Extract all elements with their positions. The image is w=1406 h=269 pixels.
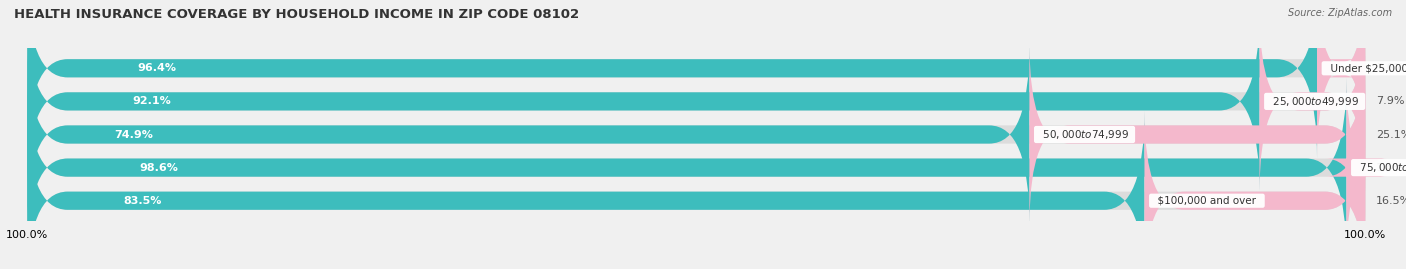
Text: 92.1%: 92.1% bbox=[132, 96, 172, 107]
Text: 83.5%: 83.5% bbox=[124, 196, 162, 206]
Text: 96.4%: 96.4% bbox=[138, 63, 176, 73]
Text: 3.6%: 3.6% bbox=[1376, 63, 1405, 73]
FancyBboxPatch shape bbox=[28, 0, 1317, 158]
FancyBboxPatch shape bbox=[1317, 0, 1365, 158]
FancyBboxPatch shape bbox=[28, 77, 1347, 258]
FancyBboxPatch shape bbox=[28, 44, 1029, 225]
Text: $25,000 to $49,999: $25,000 to $49,999 bbox=[1267, 95, 1364, 108]
Text: $100,000 and over: $100,000 and over bbox=[1152, 196, 1263, 206]
Text: 25.1%: 25.1% bbox=[1376, 129, 1406, 140]
FancyBboxPatch shape bbox=[28, 111, 1144, 269]
FancyBboxPatch shape bbox=[28, 11, 1365, 192]
Text: $75,000 to $99,999: $75,000 to $99,999 bbox=[1353, 161, 1406, 174]
Text: Source: ZipAtlas.com: Source: ZipAtlas.com bbox=[1288, 8, 1392, 18]
Text: Under $25,000: Under $25,000 bbox=[1323, 63, 1406, 73]
Text: 74.9%: 74.9% bbox=[114, 129, 153, 140]
Text: 98.6%: 98.6% bbox=[139, 162, 179, 173]
FancyBboxPatch shape bbox=[1029, 44, 1365, 225]
FancyBboxPatch shape bbox=[28, 0, 1365, 158]
FancyBboxPatch shape bbox=[1260, 11, 1365, 192]
Text: HEALTH INSURANCE COVERAGE BY HOUSEHOLD INCOME IN ZIP CODE 08102: HEALTH INSURANCE COVERAGE BY HOUSEHOLD I… bbox=[14, 8, 579, 21]
FancyBboxPatch shape bbox=[28, 111, 1365, 269]
FancyBboxPatch shape bbox=[28, 11, 1260, 192]
Text: 1.4%: 1.4% bbox=[1376, 162, 1405, 173]
FancyBboxPatch shape bbox=[1324, 77, 1386, 258]
Text: 7.9%: 7.9% bbox=[1376, 96, 1405, 107]
FancyBboxPatch shape bbox=[28, 77, 1365, 258]
FancyBboxPatch shape bbox=[1144, 111, 1365, 269]
Text: 16.5%: 16.5% bbox=[1376, 196, 1406, 206]
Text: $50,000 to $74,999: $50,000 to $74,999 bbox=[1036, 128, 1133, 141]
FancyBboxPatch shape bbox=[28, 44, 1365, 225]
